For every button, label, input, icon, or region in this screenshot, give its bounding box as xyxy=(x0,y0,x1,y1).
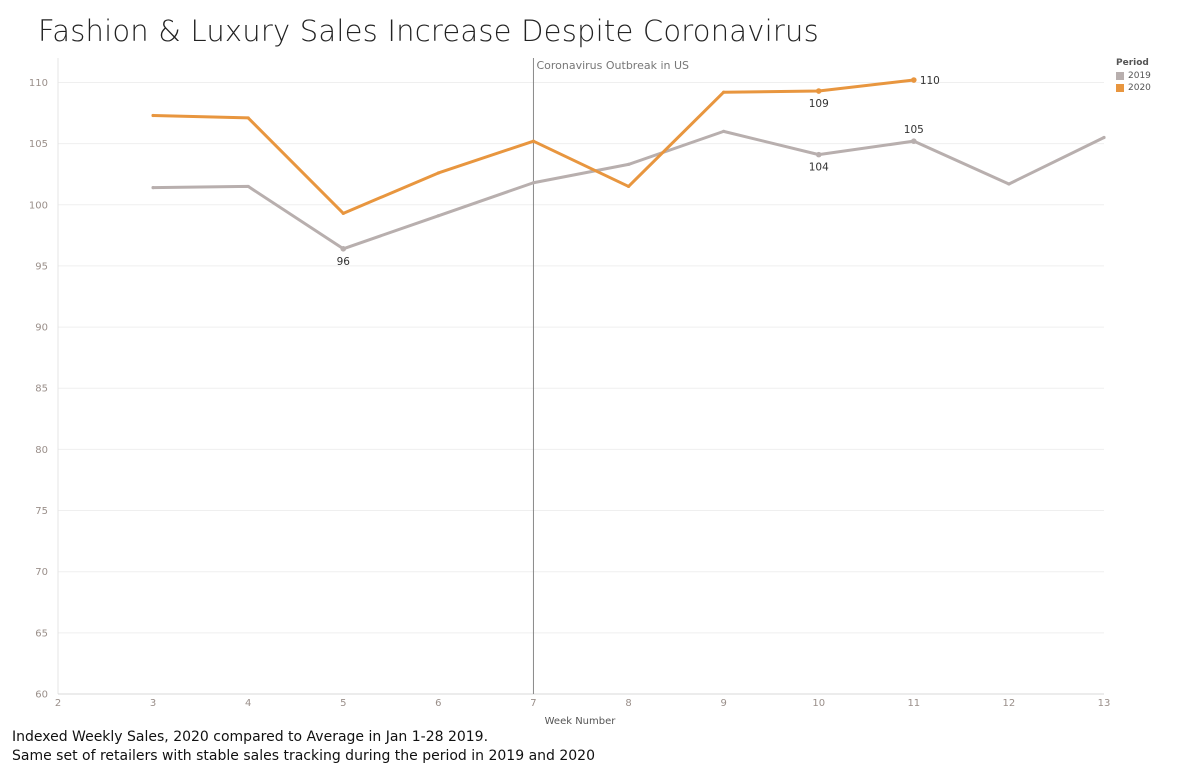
series-layer xyxy=(151,78,1106,251)
legend: Period 2019 2020 xyxy=(1116,58,1151,94)
data-point-2019-week-9 xyxy=(722,129,726,133)
data-point-2020-week-5 xyxy=(341,211,345,215)
data-point-2019-week-6 xyxy=(436,214,440,218)
x-tick-label-8: 8 xyxy=(625,698,631,709)
data-point-2019-week-7 xyxy=(531,181,536,185)
data-label-2020-week-10: 109 xyxy=(809,98,829,110)
annotated-point-2020-week-10 xyxy=(815,88,822,94)
data-point-2020-week-4 xyxy=(246,116,250,120)
y-tick-label-70: 70 xyxy=(35,567,48,578)
x-tick-label-10: 10 xyxy=(812,698,825,709)
legend-title: Period xyxy=(1116,58,1149,68)
x-tick-label-4: 4 xyxy=(245,698,251,709)
x-tick-label-6: 6 xyxy=(435,698,441,709)
y-tick-label-90: 90 xyxy=(35,323,48,334)
y-axis: 60 65 70 75 80 85 90 95 100 105 110 xyxy=(29,58,59,701)
annotated-point-2020-week-11 xyxy=(911,77,917,83)
y-tick-label-110: 110 xyxy=(29,78,48,89)
data-label-2019-week-5: 96 xyxy=(337,256,351,268)
data-point-2020-week-7 xyxy=(531,139,536,143)
chart-title: Fashion & Luxury Sales Increase Despite … xyxy=(38,14,819,48)
annotated-point-2019-week-10 xyxy=(815,151,822,158)
x-tick-label-11: 11 xyxy=(907,698,920,709)
reference-line-label: Coronavirus Outbreak in US xyxy=(536,59,689,72)
y-tick-label-80: 80 xyxy=(35,445,48,456)
y-tick-label-65: 65 xyxy=(35,628,48,639)
data-point-2020-week-9 xyxy=(722,90,726,94)
grid-layer xyxy=(58,81,1104,695)
series-line-2019 xyxy=(151,129,1106,251)
x-tick-label-2: 2 xyxy=(55,698,61,709)
y-tick-label-105: 105 xyxy=(29,139,48,150)
data-label-2020-week-11: 110 xyxy=(920,75,940,87)
caption-line-2: Same set of retailers with stable sales … xyxy=(12,748,595,764)
legend-item-2020: 2020 xyxy=(1116,82,1151,94)
x-tick-label-3: 3 xyxy=(150,698,156,709)
data-label-2019-week-10: 104 xyxy=(809,162,829,174)
y-tick-label-75: 75 xyxy=(35,506,48,517)
x-tick-label-5: 5 xyxy=(340,698,346,709)
data-point-2019-week-13 xyxy=(1102,135,1106,140)
data-label-2019-week-11: 105 xyxy=(904,124,924,136)
legend-item-2019: 2019 xyxy=(1116,70,1151,82)
data-point-2020-week-8 xyxy=(626,184,631,189)
caption-line-1: Indexed Weekly Sales, 2020 compared to A… xyxy=(12,729,489,745)
x-tick-label-7: 7 xyxy=(530,698,536,709)
annotated-point-2019-week-5 xyxy=(340,246,347,252)
data-point-2020-week-6 xyxy=(436,171,440,175)
annotated-point-2019-week-11 xyxy=(911,138,917,144)
annotation-layer: 96 104 105 109 110 xyxy=(337,75,940,268)
legend-swatch-2020 xyxy=(1116,84,1124,92)
data-point-2019-week-8 xyxy=(626,162,631,167)
x-axis: 2 3 4 5 6 7 8 9 10 11 12 13 xyxy=(55,693,1111,709)
legend-swatch-2019 xyxy=(1116,72,1124,80)
y-tick-label-95: 95 xyxy=(35,261,48,272)
y-tick-label-100: 100 xyxy=(29,200,48,211)
x-axis-label: Week Number xyxy=(545,716,617,727)
data-point-2019-week-4 xyxy=(246,184,250,189)
x-tick-label-13: 13 xyxy=(1098,698,1111,709)
caption: Indexed Weekly Sales, 2020 compared to A… xyxy=(12,728,595,766)
x-tick-label-12: 12 xyxy=(1003,698,1016,709)
reference-line-group: Coronavirus Outbreak in US xyxy=(532,58,689,694)
data-point-2019-week-3 xyxy=(151,186,155,190)
legend-label-2020: 2020 xyxy=(1128,83,1151,93)
y-tick-label-85: 85 xyxy=(35,384,48,395)
data-point-2020-week-3 xyxy=(151,113,155,118)
y-tick-label-60: 60 xyxy=(35,690,48,701)
legend-label-2019: 2019 xyxy=(1128,71,1151,81)
x-tick-label-9: 9 xyxy=(720,698,726,709)
data-point-2019-week-12 xyxy=(1007,182,1011,186)
